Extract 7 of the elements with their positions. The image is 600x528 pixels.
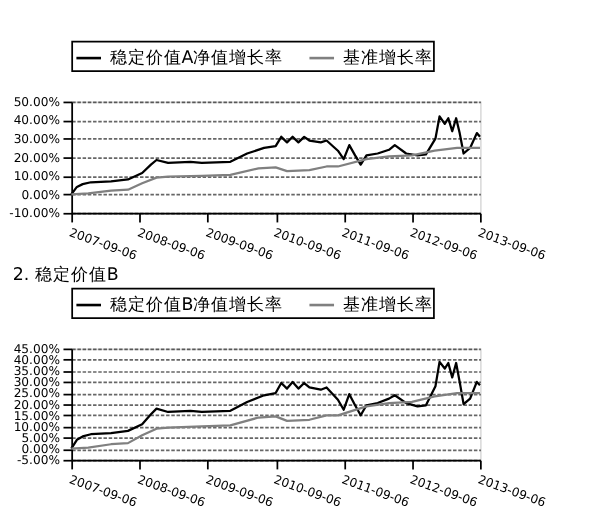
line-series — [70, 391, 482, 450]
chart-title: 2. 稳定价值B — [12, 263, 119, 286]
legend-label: 基准增长率 — [342, 294, 433, 317]
legend-label: 基准增长率 — [342, 47, 433, 70]
line-series — [70, 146, 482, 196]
legend-label: 稳定价值A净值增长率 — [109, 47, 284, 70]
legend-label: 稳定价值B净值增长率 — [109, 294, 284, 317]
